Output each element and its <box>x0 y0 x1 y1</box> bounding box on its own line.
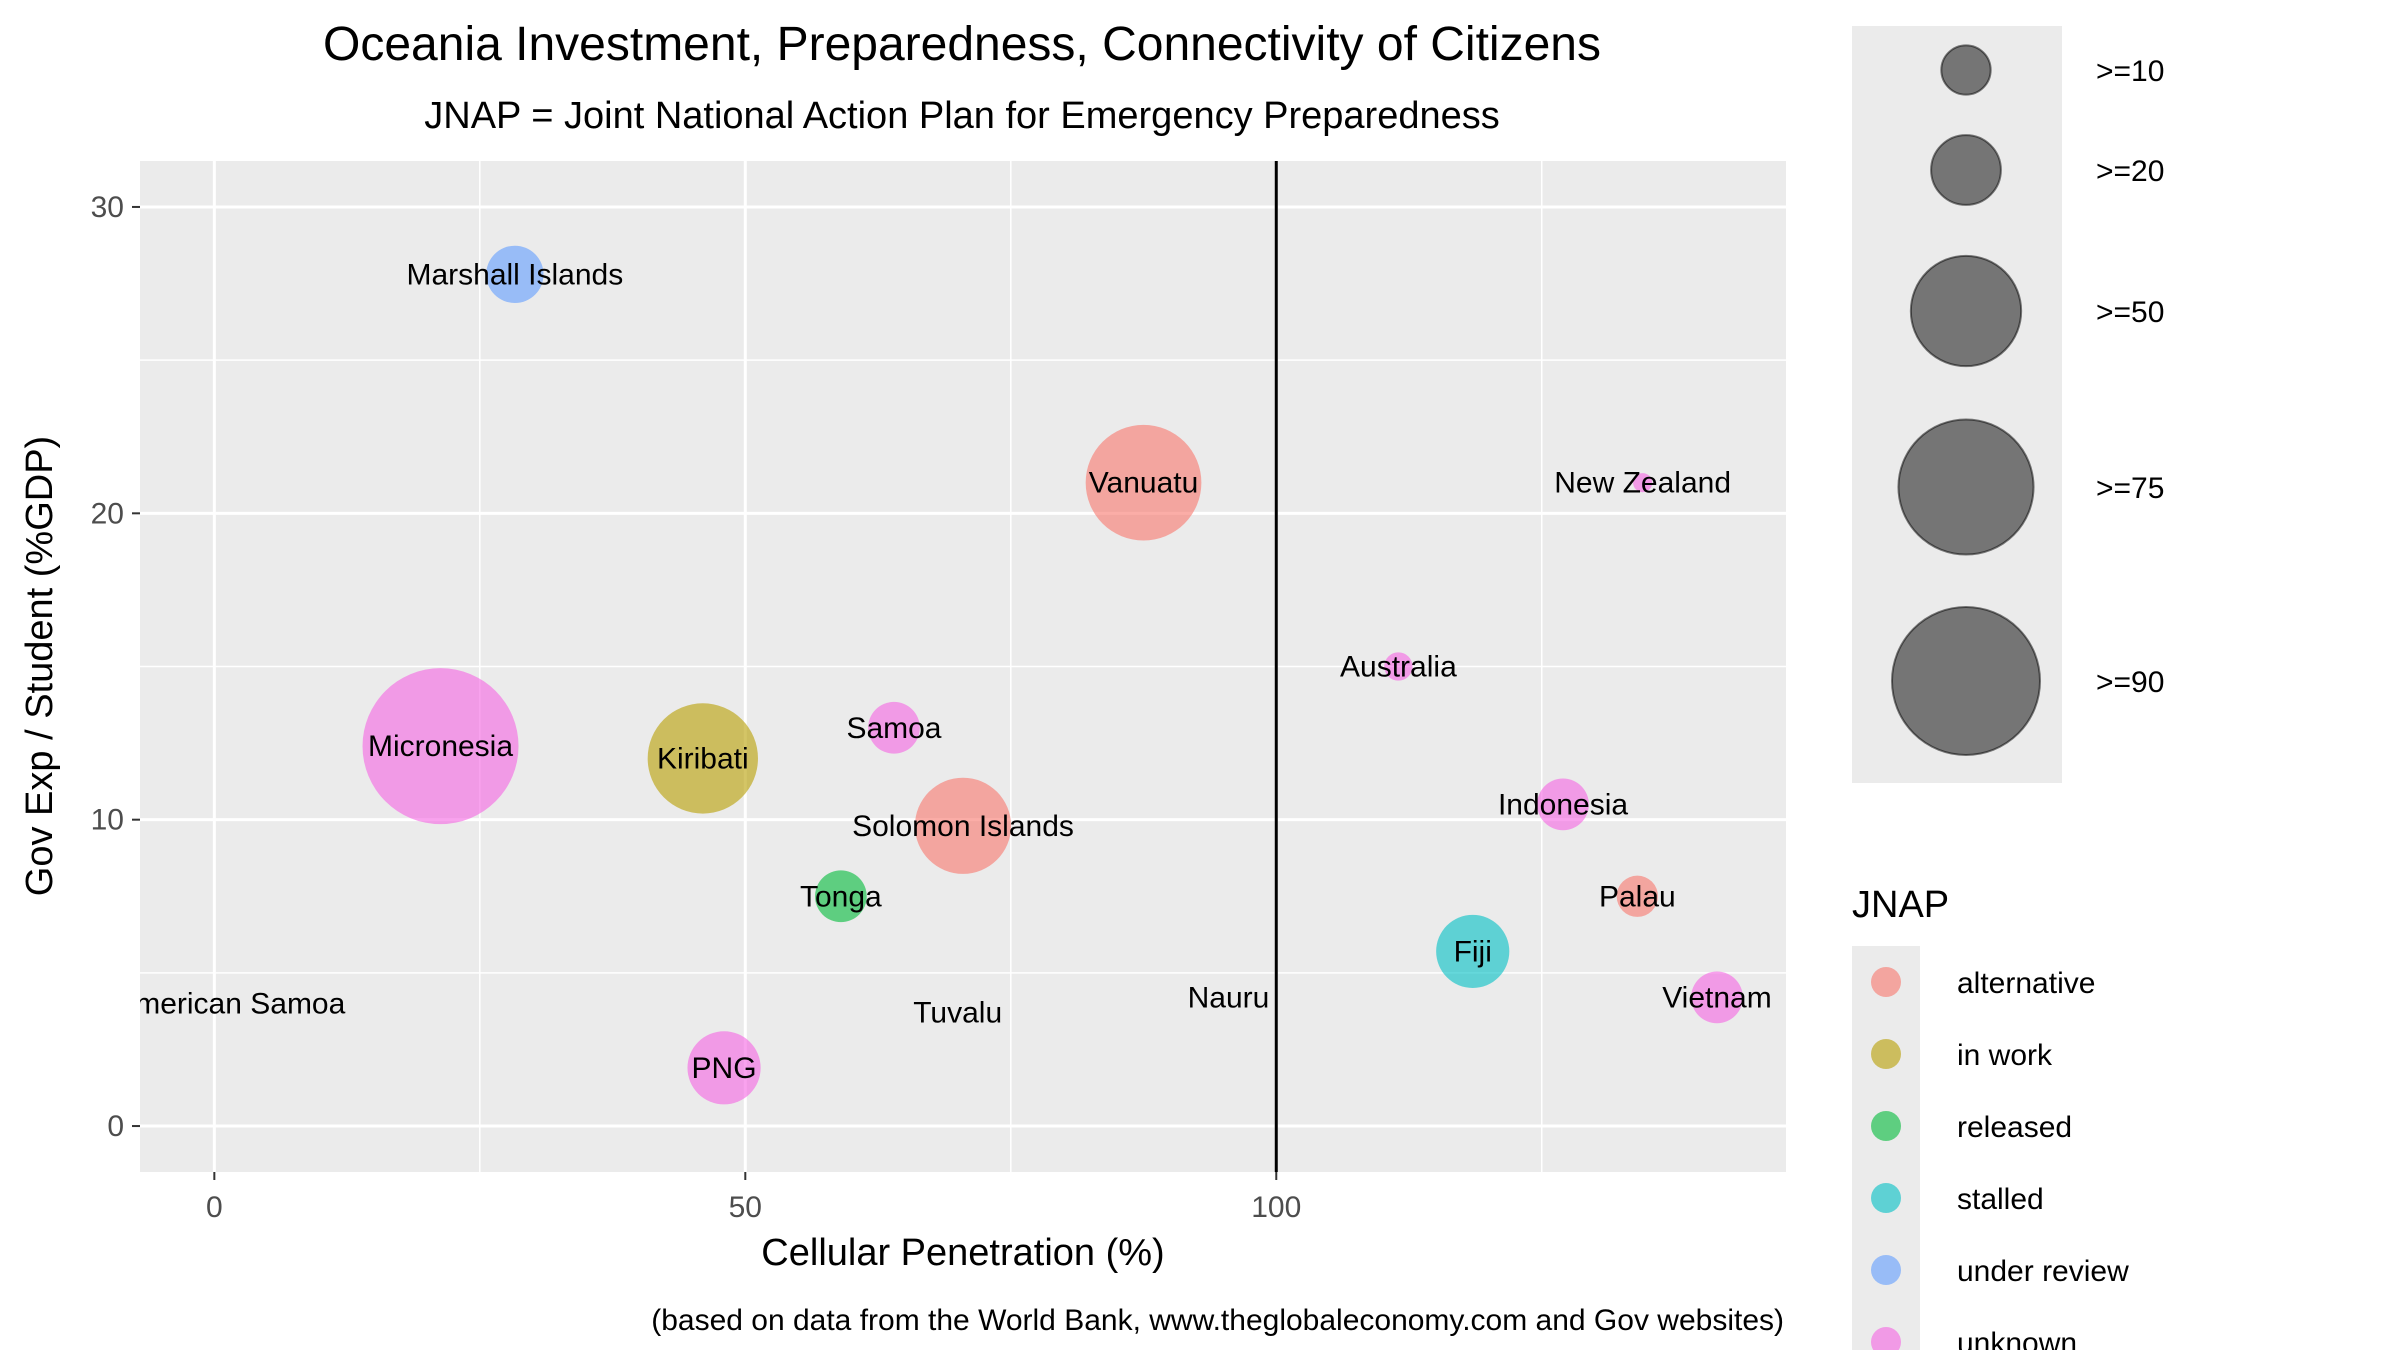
y-axis-ticks: 0 10 20 30 <box>91 191 140 1143</box>
y-tick-label: 20 <box>91 497 124 530</box>
data-point <box>1085 424 1202 541</box>
data-point <box>868 701 920 754</box>
data-point <box>1384 652 1413 681</box>
data-point <box>1691 971 1743 1024</box>
size-legend-label: >=90 <box>2096 666 2164 699</box>
y-tick-label: 10 <box>91 804 124 837</box>
data-point-label: Tonga <box>800 880 882 913</box>
data-point <box>687 1031 761 1105</box>
data-point <box>362 668 519 825</box>
data-point-label: Samoa <box>846 712 941 745</box>
data-point <box>486 245 544 304</box>
size-legend-key <box>1909 254 2023 368</box>
data-point-label: Palau <box>1599 880 1676 913</box>
size-legend-label: >=50 <box>2096 296 2164 329</box>
data-point <box>1537 778 1589 831</box>
data-point-label: Micronesia <box>368 730 513 763</box>
chart-subtitle: JNAP = Joint National Action Plan for Em… <box>424 95 1500 137</box>
data-point-label: Vanuatu <box>1089 467 1199 500</box>
x-tick-label: 50 <box>729 1191 762 1224</box>
chart-caption: (based on data from the World Bank, www.… <box>651 1304 1784 1337</box>
data-point-labels: Marshall Islands Vanuatu New Zealand Austra… <box>115 258 1772 1085</box>
data-point-label: Marshall Islands <box>406 258 623 291</box>
color-legend: alternative in work released stalled under r… <box>1852 946 2129 1350</box>
color-legend-key <box>1871 967 1901 997</box>
y-axis-title: Gov Exp / Student (%GDP) <box>19 436 61 896</box>
data-point-label: Kiribati <box>657 742 749 775</box>
y-tick-label: 0 <box>107 1110 124 1143</box>
data-point-label: Tuvalu <box>913 997 1002 1030</box>
data-point-label: Solomon Islands <box>852 810 1074 843</box>
color-legend-key <box>1871 1327 1901 1350</box>
color-legend-key <box>1871 1111 1901 1141</box>
data-point-label: Australia <box>1340 651 1457 684</box>
size-legend-key <box>1891 606 2041 756</box>
color-legend-label: alternative <box>1957 967 2095 1000</box>
data-point-label: PNG <box>692 1052 757 1085</box>
color-legend-label: under review <box>1957 1255 2129 1288</box>
color-legend-label: stalled <box>1957 1183 2044 1216</box>
x-tick-label: 100 <box>1251 1191 1301 1224</box>
size-legend-label: >=10 <box>2096 55 2164 88</box>
data-point <box>1436 914 1510 989</box>
data-point <box>1633 473 1653 493</box>
data-point-label: New Zealand <box>1554 467 1731 500</box>
size-legend-label: >=75 <box>2096 472 2164 505</box>
size-legend-key <box>1897 418 2035 556</box>
size-legend: >=10 >=20 >=50 >=75 >=90 <box>1891 44 2164 756</box>
data-point-label: Fiji <box>1454 935 1492 968</box>
data-point <box>815 870 867 923</box>
data-point-label: Nauru <box>1188 981 1270 1014</box>
color-legend-label: unknown <box>1957 1327 2077 1350</box>
data-point-label: Vietnam <box>1662 981 1772 1014</box>
size-legend-key <box>1930 134 2002 206</box>
size-legend-label: >=20 <box>2096 155 2164 188</box>
y-tick-label: 30 <box>91 191 124 224</box>
data-point <box>647 703 758 814</box>
chart-title: Oceania Investment, Preparedness, Connec… <box>323 18 1601 71</box>
color-legend-key <box>1871 1183 1901 1213</box>
data-point-label: Indonesia <box>1498 788 1628 821</box>
color-legend-key <box>1871 1039 1901 1069</box>
x-axis-ticks: 0 50 100 <box>206 1172 1301 1224</box>
color-legend-label: in work <box>1957 1039 2053 1072</box>
data-points <box>362 245 1743 1105</box>
color-legend-title: JNAP <box>1852 884 1949 926</box>
data-point-label: American Samoa <box>115 988 345 1021</box>
x-tick-label: 0 <box>206 1191 223 1224</box>
size-legend-key <box>1940 44 1992 96</box>
data-point <box>914 777 1012 874</box>
grid-minor <box>140 161 1786 1172</box>
x-axis-title: Cellular Penetration (%) <box>761 1232 1164 1274</box>
data-point <box>1616 875 1658 917</box>
color-legend-label: released <box>1957 1111 2072 1144</box>
color-legend-key <box>1871 1255 1901 1285</box>
